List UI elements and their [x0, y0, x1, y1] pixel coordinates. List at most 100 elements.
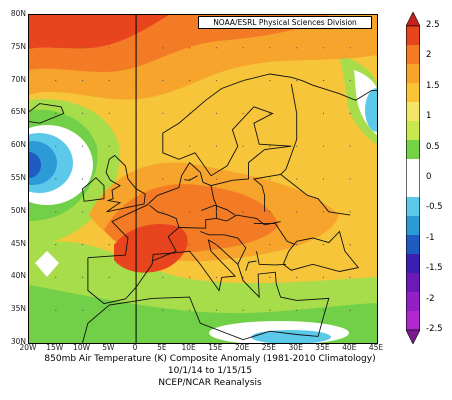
lon-label: 10W	[73, 343, 91, 352]
colorbar-tick-label: 1.5	[426, 80, 440, 91]
lon-label: 15W	[46, 343, 64, 352]
graticule-dot	[189, 244, 191, 246]
graticule-dot	[322, 80, 325, 82]
country-border	[285, 83, 298, 170]
colorbar-segment	[406, 292, 420, 312]
colorbar-tick-label: -1	[426, 232, 435, 243]
graticule-dot	[296, 112, 298, 114]
graticule-dot	[81, 145, 84, 147]
graticule-dot	[215, 47, 217, 49]
colorbar-tick-label: 0.5	[426, 141, 440, 152]
graticule-dot	[108, 47, 110, 49]
graticule-dot	[162, 244, 164, 246]
colorbar-tick-label: 0	[426, 172, 432, 182]
graticule-dot	[162, 80, 164, 82]
graticule-dot	[55, 244, 57, 246]
country-border	[252, 168, 287, 212]
graticule-dot	[322, 145, 325, 147]
country-border	[200, 231, 247, 265]
graticule-dot	[242, 244, 244, 246]
colorbar-tick-label: 2.5	[426, 20, 440, 30]
graticule-dot	[242, 112, 244, 114]
graticule-dot	[215, 145, 217, 147]
graticule-dot	[269, 211, 271, 213]
map-panel	[28, 14, 378, 344]
colorbar-tick-label: -2	[426, 293, 435, 304]
graticule-dot	[215, 244, 217, 246]
graticule-dot	[242, 47, 244, 49]
graticule-dot	[55, 145, 57, 147]
graticule-dot	[81, 178, 84, 180]
graticule-dot	[55, 309, 57, 311]
graticule-dot	[189, 276, 191, 278]
colorbar-segment	[406, 83, 420, 103]
graticule-dot	[55, 80, 57, 82]
lat-label: 40N	[10, 271, 26, 281]
graticule-dot	[242, 145, 244, 147]
country-border	[184, 175, 198, 181]
graticule-dot	[349, 276, 351, 278]
lon-label: 45E	[368, 343, 384, 352]
colorbar-segment	[406, 178, 420, 198]
coastline-iceland	[29, 103, 65, 124]
graticule-dot	[349, 47, 351, 49]
graticule-dot	[189, 47, 191, 49]
lat-label: 65N	[10, 107, 26, 117]
graticule-dot	[162, 276, 164, 278]
field-south-blue	[251, 330, 331, 343]
lon-label: 5E	[157, 343, 167, 352]
graticule-dot	[81, 244, 84, 246]
graticule-dot	[108, 112, 110, 114]
graticule-dot	[81, 309, 84, 311]
graticule-dot	[189, 145, 191, 147]
colorbar-segment	[406, 159, 420, 179]
graticule-dot	[81, 47, 84, 49]
graticule-dot	[296, 178, 298, 180]
graticule-dot	[349, 80, 351, 82]
graticule-dot	[108, 145, 110, 147]
graticule-dot	[242, 276, 244, 278]
graticule-dot	[269, 309, 271, 311]
lon-label: 15E	[208, 343, 223, 352]
country-border	[245, 260, 257, 271]
graticule-dot	[269, 112, 271, 114]
lon-label: 30E	[288, 343, 303, 352]
graticule-dot	[349, 211, 351, 213]
graticule-dot	[55, 211, 57, 213]
colorbar-segment	[406, 216, 420, 236]
field-north-red	[29, 15, 169, 49]
lat-label: 70N	[10, 74, 26, 84]
caption-source: NCEP/NCAR Reanalysis	[158, 378, 262, 388]
graticule-dot	[55, 47, 57, 49]
graticule-dot	[108, 309, 110, 311]
lat-label: 45N	[10, 238, 26, 248]
colorbar-segment	[406, 254, 420, 274]
graticule-dot	[108, 244, 110, 246]
graticule-dot	[189, 80, 191, 82]
graticule-dot	[81, 80, 84, 82]
graticule-dot	[322, 309, 325, 311]
graticule-dot	[189, 112, 191, 114]
graticule-dot	[242, 211, 244, 213]
map-caption: 850mb Air Temperature (K) Composite Anom…	[0, 353, 420, 389]
colorbar-tick-label: 1	[426, 111, 432, 122]
country-border	[253, 223, 296, 246]
lon-label: 0	[132, 343, 138, 352]
colorbar-segment	[406, 197, 420, 217]
colorbar	[406, 12, 420, 344]
colorbar-tick-label: 2	[426, 50, 432, 61]
graticule-dot	[322, 112, 325, 114]
colorbar-tick-label: -1.5	[426, 263, 443, 274]
lon-label: 35E	[315, 343, 330, 352]
graticule-dot	[269, 244, 271, 246]
graticule-dot	[269, 276, 271, 278]
graticule-dot	[296, 309, 298, 311]
colorbar-segment	[406, 311, 420, 331]
lat-label: 60N	[10, 140, 26, 150]
graticule-dot	[81, 112, 84, 114]
lat-label: 80N	[10, 9, 26, 18]
graticule-dot	[322, 47, 325, 49]
graticule-dot	[189, 211, 191, 213]
field-white-patch	[35, 251, 59, 277]
graticule-dot	[322, 244, 325, 246]
